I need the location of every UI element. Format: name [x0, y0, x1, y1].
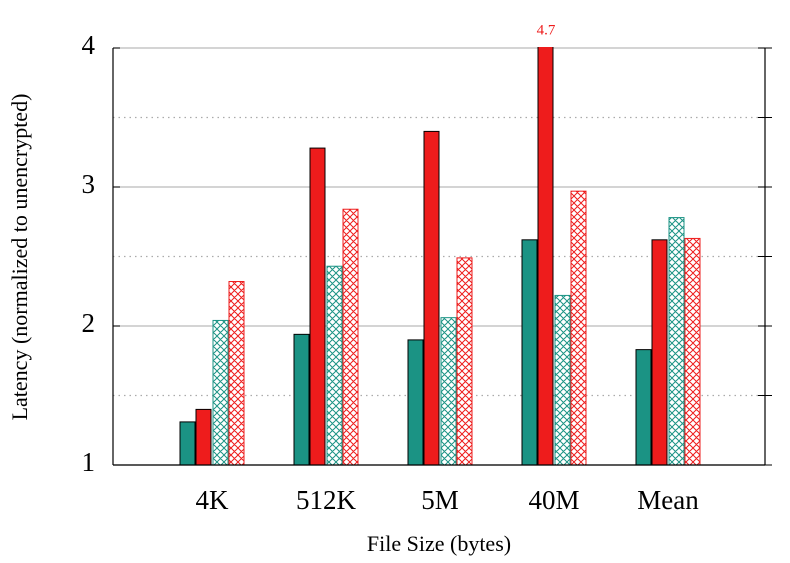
- bar: [179, 421, 196, 466]
- y-tick-label: 1: [82, 447, 96, 477]
- bar: [195, 408, 212, 466]
- bar: [293, 333, 310, 466]
- bar: [342, 208, 359, 466]
- x-tick-label: 40M: [528, 485, 579, 515]
- bar: [423, 130, 440, 466]
- overflow-label: 4.7: [537, 22, 556, 38]
- bar: [456, 257, 473, 466]
- x-tick-label: 512K: [296, 485, 357, 515]
- bar: [684, 237, 701, 466]
- bar: [309, 147, 326, 466]
- bar: [651, 239, 668, 466]
- bar: [212, 319, 229, 466]
- bar: [228, 281, 245, 466]
- bar: [635, 349, 652, 466]
- bar: [668, 217, 685, 466]
- x-axis-label: File Size (bytes): [367, 531, 511, 556]
- bar: [521, 239, 538, 466]
- y-tick-label: 4: [82, 30, 96, 60]
- x-tick-label: 4K: [196, 485, 230, 515]
- bar: [326, 265, 343, 466]
- bar: [554, 294, 571, 466]
- bar: [570, 190, 587, 466]
- y-axis-label: Latency (normalized to unencrypted): [7, 94, 32, 421]
- bar: [440, 317, 457, 466]
- plot-area: [179, 47, 701, 466]
- bar: [407, 339, 424, 466]
- y-tick-label: 2: [82, 308, 96, 338]
- bar: [537, 47, 554, 466]
- x-tick-label: Mean: [637, 485, 699, 515]
- x-tick-label: 5M: [421, 485, 459, 515]
- y-tick-label: 3: [82, 169, 96, 199]
